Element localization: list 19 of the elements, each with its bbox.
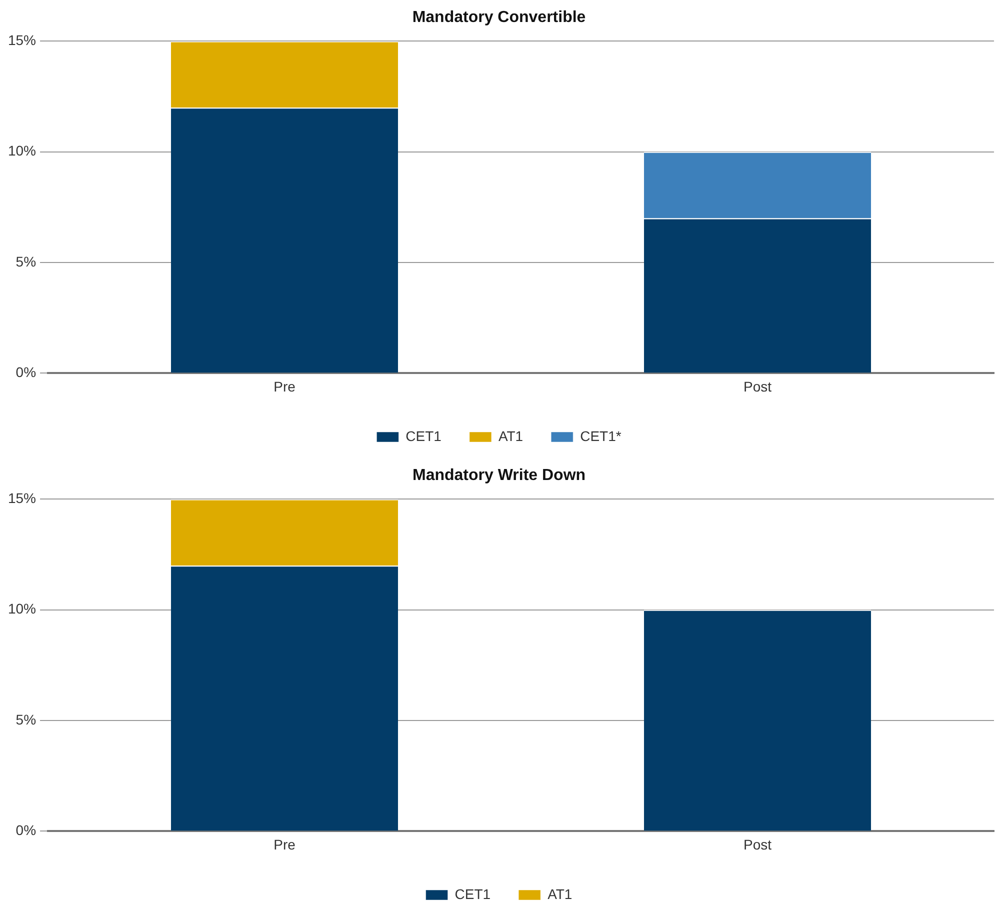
x-tick-label: Pre (274, 836, 296, 852)
y-tick-label: 0% (16, 822, 36, 838)
y-tick-label: 10% (8, 142, 36, 159)
x-tick-label: Post (743, 836, 772, 852)
x-tick-label: Post (743, 378, 772, 394)
y-tick-label: 15% (8, 32, 36, 48)
y-tick-label: 15% (8, 490, 36, 506)
y-tick-label: 0% (16, 364, 36, 380)
y-tick-label: 5% (16, 253, 36, 270)
legend-label: CET1 (454, 886, 491, 902)
legend-label: CET1* (580, 428, 622, 444)
legend-label: AT1 (548, 886, 572, 902)
legend-label: CET1 (406, 428, 442, 444)
chart-title: Mandatory Write Down (412, 467, 586, 484)
x-tick-label: Pre (274, 378, 296, 394)
legend-label: AT1 (498, 428, 524, 444)
chart-title: Mandatory Convertible (412, 9, 586, 26)
y-tick-label: 5% (16, 711, 36, 728)
y-tick-label: 10% (8, 600, 36, 617)
